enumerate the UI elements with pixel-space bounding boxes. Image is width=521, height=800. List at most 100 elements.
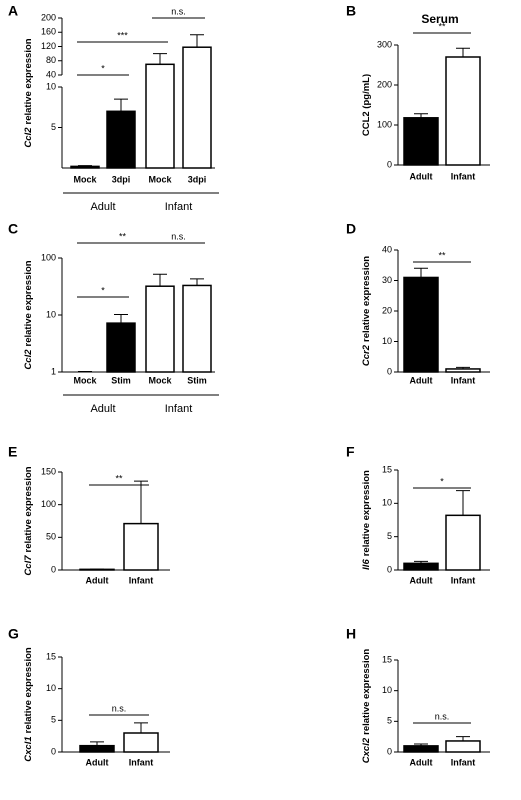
bar [445, 56, 481, 166]
y-tick-label: 30 [382, 275, 392, 285]
significance-label: ** [438, 250, 446, 260]
significance-label: *** [117, 30, 128, 40]
y-tick-label: 0 [51, 746, 56, 756]
bar [403, 117, 439, 166]
y-tick-label: 160 [41, 27, 56, 37]
group-label: Infant [165, 403, 193, 415]
error-bar [414, 560, 428, 564]
y-tick-label: 5 [51, 122, 56, 132]
x-tick-label: Infant [451, 375, 476, 385]
x-tick-label: Adult [86, 757, 109, 767]
error-bar [90, 741, 104, 746]
error-bar [153, 273, 167, 287]
bar [403, 562, 439, 571]
y-tick-label: 10 [46, 683, 56, 693]
y-axis-label: Il6 relative expression [361, 470, 372, 570]
error-bar [134, 480, 148, 524]
bar [445, 514, 481, 571]
y-axis-label-text: relative expression [23, 647, 34, 733]
y-tick-label: 0 [51, 564, 56, 574]
x-tick-label: Adult [410, 171, 433, 181]
error-bar [456, 490, 470, 516]
bar [145, 285, 175, 373]
x-tick-label: Mock [148, 174, 172, 184]
error-bar [414, 267, 428, 278]
bar [106, 322, 136, 373]
y-tick-label: 20 [382, 305, 392, 315]
significance-label: n.s. [171, 6, 186, 16]
error-bar [190, 34, 204, 48]
error-bar [414, 743, 428, 746]
y-tick-label: 0 [387, 746, 392, 756]
panel-letter: H [346, 626, 356, 642]
y-axis-label-text: relative expression [361, 649, 372, 735]
error-bar [456, 47, 470, 57]
y-tick-label: 15 [46, 651, 56, 661]
y-tick-label: 10 [382, 336, 392, 346]
y-axis-label-gene: Ccl2 [23, 127, 34, 148]
y-tick-label: 1 [51, 366, 56, 376]
x-tick-label: Adult [86, 575, 109, 585]
y-axis-label-gene: Ccl2 [23, 349, 34, 370]
y-tick-label: 10 [46, 309, 56, 319]
chart-title: Serum [421, 12, 458, 26]
x-tick-label: Mock [73, 174, 97, 184]
bar [182, 46, 212, 169]
x-tick-label: Adult [410, 757, 433, 767]
error-bar [190, 278, 204, 286]
y-tick-label: 150 [41, 466, 56, 476]
bar [106, 110, 136, 169]
y-axis-label-text: CCL2 (pg/mL) [361, 74, 372, 136]
bar [123, 732, 159, 753]
y-axis-label-gene: Ccr2 [361, 344, 372, 366]
x-tick-label: Stim [187, 375, 207, 385]
x-tick-label: Infant [451, 757, 476, 767]
x-tick-label: 3dpi [188, 174, 207, 184]
y-tick-label: 15 [382, 464, 392, 474]
bar [182, 284, 212, 373]
group-label: Adult [90, 403, 115, 415]
x-tick-label: Infant [129, 575, 154, 585]
significance-label: n.s. [435, 711, 450, 721]
panel-letter: F [346, 444, 355, 460]
y-axis-label: Ccl2 relative expression [23, 260, 34, 369]
group-label: Adult [90, 201, 115, 213]
y-axis-label-text: relative expression [23, 466, 34, 552]
group-label: Infant [165, 201, 193, 213]
y-axis-label-gene: Cxcl1 [23, 736, 34, 761]
x-tick-label: 3dpi [112, 174, 131, 184]
y-tick-label: 10 [382, 685, 392, 695]
significance-label: * [101, 285, 105, 295]
bar [403, 276, 439, 373]
bar [445, 368, 481, 373]
y-axis-label: CCL2 (pg/mL) [361, 74, 372, 136]
bar [403, 745, 439, 753]
x-tick-label: Mock [73, 375, 97, 385]
y-tick-label: 300 [377, 39, 392, 49]
y-tick-label: 0 [387, 564, 392, 574]
significance-label: * [440, 476, 444, 486]
panel-letter: D [346, 221, 356, 237]
y-tick-label: 200 [377, 79, 392, 89]
bar [123, 522, 159, 571]
y-axis-label: Ccl2 relative expression [23, 38, 34, 147]
y-axis-label: Cxcl1 relative expression [23, 647, 34, 762]
panel-letter: G [8, 626, 19, 642]
x-tick-label: Infant [451, 575, 476, 585]
panel-letter: A [8, 3, 18, 19]
y-tick-label: 80 [46, 55, 56, 65]
y-axis-label: Ccl7 relative expression [23, 466, 34, 575]
panel-letter: E [8, 444, 17, 460]
x-tick-label: Infant [129, 757, 154, 767]
error-bar [456, 366, 470, 369]
bar [79, 744, 115, 753]
error-bar [456, 736, 470, 741]
error-bar [153, 53, 167, 65]
y-axis-label-text: relative expression [361, 470, 372, 556]
significance-label: ** [119, 231, 127, 241]
error-bar [414, 113, 428, 118]
y-axis-label: Cxcl2 relative expression [361, 649, 372, 764]
y-axis-label-text: relative expression [361, 256, 372, 342]
x-tick-label: Infant [451, 171, 476, 181]
